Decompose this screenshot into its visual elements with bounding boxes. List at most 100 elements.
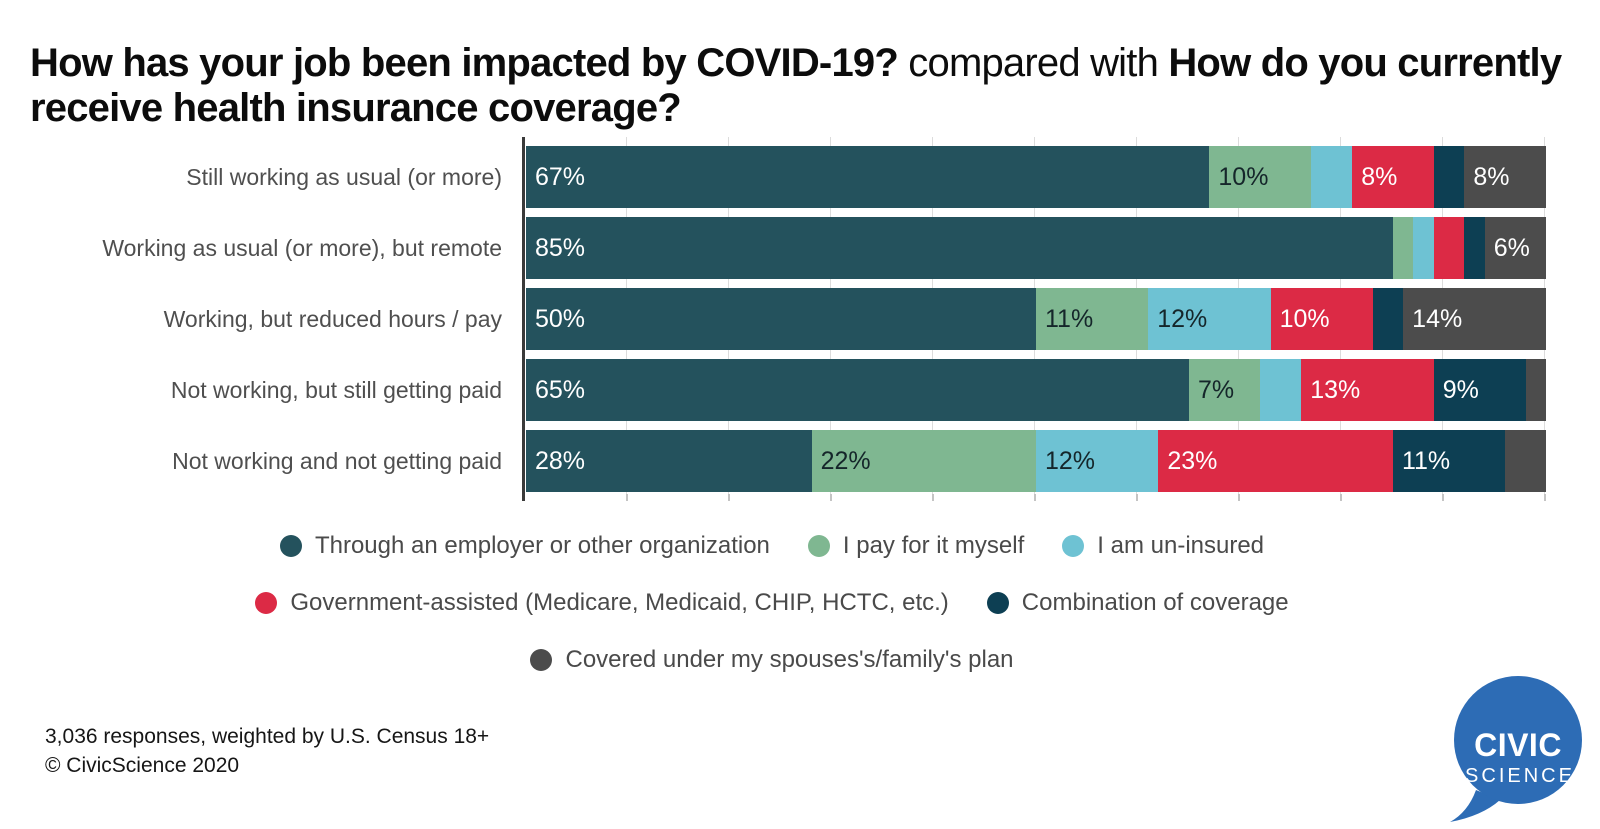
bar-row: Not working, but still getting paid 65% 7%… xyxy=(0,359,1600,421)
legend-label: Covered under my spouses's/family's plan xyxy=(565,646,1014,673)
logo-bubble-circle xyxy=(1454,676,1582,804)
bar-segment xyxy=(1464,217,1485,279)
bar-value-label: 67% xyxy=(535,162,586,191)
bar-row: Working as usual (or more), but remote 85… xyxy=(0,217,1600,279)
axis-tick xyxy=(1034,494,1036,501)
bar-segment: 67% xyxy=(526,146,1210,208)
logo-bubble-tail xyxy=(1450,790,1500,822)
legend-swatch xyxy=(1062,535,1085,557)
legend-swatch xyxy=(255,592,278,614)
title-question-1: How has your job been impacted by COVID-… xyxy=(30,40,899,85)
axis-tick xyxy=(1544,494,1546,501)
legend-swatch xyxy=(530,649,553,671)
bar-segment: 10% xyxy=(1270,288,1373,350)
bar-value-label: 85% xyxy=(535,233,586,262)
bar-segment: 7% xyxy=(1189,359,1261,421)
legend-label: I pay for it myself xyxy=(842,532,1025,559)
footnote-copyright: © CivicScience 2020 xyxy=(45,754,240,777)
bar-value-label: 6% xyxy=(1493,233,1530,262)
title-connector: compared with xyxy=(897,40,1169,85)
bar-track: 28% 22% 12% 23% 11% xyxy=(526,430,1546,492)
bar-rows: Still working as usual (or more) 67% 10% 8%… xyxy=(0,146,1600,501)
legend-swatch xyxy=(986,592,1009,614)
legend-row: Government-assisted (Medicare, Medicaid,… xyxy=(255,589,1289,617)
civicscience-logo: CIVIC SCIENCE xyxy=(1450,676,1582,822)
bar-value-label: 8% xyxy=(1473,162,1510,191)
bar-segment xyxy=(1433,217,1465,279)
legend-row: Covered under my spouses's/family's plan xyxy=(530,646,1014,674)
bar-track: 65% 7% 13% 9% xyxy=(526,359,1546,421)
bar-segment: 65% xyxy=(526,359,1189,421)
bar-segment xyxy=(1505,430,1546,492)
category-label: Working, but reduced hours / pay xyxy=(163,305,502,332)
bar-segment xyxy=(1413,217,1434,279)
legend-row: Through an employer or other organizatio… xyxy=(279,532,1264,560)
title-question-2: How do you currently receive health insu… xyxy=(30,40,1562,130)
bar-value-label: 22% xyxy=(820,446,871,475)
bar-value-label: 12% xyxy=(1044,446,1096,475)
category-label: Still working as usual (or more) xyxy=(186,163,502,190)
bar-value-label: 50% xyxy=(535,304,586,333)
legend-swatch xyxy=(279,535,302,557)
axis-tick xyxy=(626,494,628,501)
bar-row: Still working as usual (or more) 67% 10% 8%… xyxy=(0,146,1600,208)
bar-segment: 11% xyxy=(1036,288,1149,350)
bar-value-label: 9% xyxy=(1442,375,1479,404)
bar-track: 67% 10% 8% 8% xyxy=(526,146,1546,208)
bar-value-label: 10% xyxy=(1218,162,1269,191)
stacked-bar-chart: Still working as usual (or more) 67% 10% 8%… xyxy=(0,137,1600,509)
legend-item: I pay for it myself xyxy=(807,532,1025,560)
bar-track: 50% 11% 12% 10% 14% xyxy=(526,288,1546,350)
axis-tick xyxy=(728,494,730,501)
bar-segment: 6% xyxy=(1484,217,1546,279)
legend-label: Through an employer or other organizatio… xyxy=(314,532,770,559)
bar-segment: 14% xyxy=(1403,288,1546,350)
axis-tick xyxy=(1340,494,1342,501)
bar-value-label: 10% xyxy=(1279,304,1330,333)
bar-segment xyxy=(1260,359,1302,421)
y-axis-line xyxy=(522,137,525,501)
bar-segment: 8% xyxy=(1352,146,1434,208)
bar-segment xyxy=(1525,359,1546,421)
chart-title: How has your job been impacted by COVID-… xyxy=(30,41,1570,131)
bar-value-label: 11% xyxy=(1045,304,1094,333)
logo-text-science: SCIENCE xyxy=(1465,765,1575,787)
bar-segment: 28% xyxy=(526,430,812,492)
legend-label: Government-assisted (Medicare, Medicaid,… xyxy=(290,589,949,616)
legend-item: Covered under my spouses's/family's plan xyxy=(530,646,1014,674)
bar-segment xyxy=(1393,217,1414,279)
category-label: Not working and not getting paid xyxy=(172,447,502,474)
legend-item: Government-assisted (Medicare, Medicaid,… xyxy=(255,589,949,617)
legend-label: I am un-insured xyxy=(1097,532,1265,559)
bar-segment xyxy=(1311,146,1353,208)
axis-tick xyxy=(1136,494,1138,501)
bar-segment xyxy=(1433,146,1465,208)
bar-segment: 8% xyxy=(1464,146,1546,208)
bar-segment: 85% xyxy=(526,217,1393,279)
bar-row: Not working and not getting paid 28% 22% 12… xyxy=(0,430,1600,492)
logo-text-civic: CIVIC xyxy=(1474,727,1562,763)
bar-value-label: 14% xyxy=(1412,304,1463,333)
bar-track: 85% 6% xyxy=(526,217,1546,279)
bar-segment xyxy=(1372,288,1404,350)
bar-segment: 13% xyxy=(1301,359,1434,421)
bar-segment: 12% xyxy=(1148,288,1271,350)
bar-value-label: 65% xyxy=(535,375,586,404)
bar-segment: 11% xyxy=(1392,430,1506,492)
legend-item: Combination of coverage xyxy=(986,589,1289,617)
bar-value-label: 28% xyxy=(535,446,586,475)
bar-row: Working, but reduced hours / pay 50% 11% 12… xyxy=(0,288,1600,350)
bar-segment: 9% xyxy=(1433,359,1526,421)
bar-value-label: 11% xyxy=(1401,446,1451,475)
chart-footnote: 3,036 responses, weighted by U.S. Census… xyxy=(45,722,489,780)
bar-value-label: 23% xyxy=(1167,446,1218,475)
category-label: Not working, but still getting paid xyxy=(170,376,502,403)
bar-value-label: 8% xyxy=(1361,162,1398,191)
legend-item: I am un-insured xyxy=(1062,532,1264,560)
bar-value-label: 7% xyxy=(1198,375,1235,404)
legend-swatch xyxy=(807,535,830,557)
axis-tick xyxy=(932,494,934,501)
bar-segment: 50% xyxy=(526,288,1036,350)
chart-legend: Through an employer or other organizatio… xyxy=(0,532,1544,674)
legend-label: Combination of coverage xyxy=(1021,589,1289,616)
